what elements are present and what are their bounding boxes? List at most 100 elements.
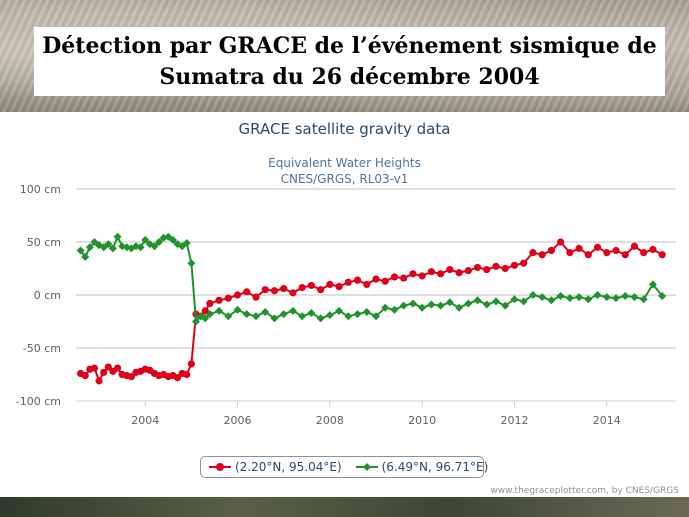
data-point-series-2 bbox=[85, 243, 94, 252]
data-point-series-1 bbox=[81, 371, 89, 380]
data-point-series-2 bbox=[519, 297, 528, 306]
data-point-series-2 bbox=[104, 240, 113, 249]
data-point-series-2 bbox=[252, 312, 260, 321]
data-point-series-2 bbox=[482, 300, 491, 309]
data-point-series-1 bbox=[95, 377, 103, 385]
chart-legend[interactable]: (2.20°N, 95.04°E) (6.49°N, 96.71°E) bbox=[200, 456, 488, 478]
data-point-series-2 bbox=[648, 280, 657, 289]
x-tick-label: 2008 bbox=[316, 414, 344, 427]
data-point-series-1 bbox=[584, 251, 592, 259]
data-point-series-1 bbox=[400, 274, 408, 282]
data-point-series-1 bbox=[630, 242, 639, 250]
data-point-series-1 bbox=[520, 259, 528, 267]
data-point-series-2 bbox=[528, 291, 537, 299]
slide-title-box: Détection par GRACE de l’événement sismi… bbox=[34, 27, 665, 96]
data-point-series-1 bbox=[173, 374, 182, 382]
data-point-series-1 bbox=[557, 238, 565, 246]
data-point-series-1 bbox=[390, 273, 399, 281]
data-point-series-1 bbox=[446, 265, 454, 274]
data-point-series-1 bbox=[547, 246, 555, 255]
data-point-series-2 bbox=[270, 314, 279, 323]
data-point-series-2 bbox=[556, 292, 565, 301]
data-point-series-1 bbox=[298, 283, 306, 292]
chart-credits-link[interactable]: www.thegraceplotter.com, by CNES/GRGS bbox=[490, 486, 679, 496]
legend-diamond-marker-icon bbox=[355, 463, 378, 471]
data-point-series-1 bbox=[317, 286, 325, 294]
data-point-series-1 bbox=[492, 262, 500, 270]
data-point-series-1 bbox=[100, 368, 108, 376]
data-point-series-2 bbox=[136, 243, 145, 252]
data-point-series-2 bbox=[201, 314, 210, 323]
data-point-series-2 bbox=[408, 299, 417, 308]
data-point-series-1 bbox=[529, 249, 537, 257]
data-point-series-2 bbox=[390, 305, 399, 314]
legend-item-series-2[interactable]: (6.49°N, 96.71°E) bbox=[355, 460, 488, 474]
data-point-series-2 bbox=[344, 312, 353, 321]
data-point-series-2 bbox=[584, 295, 593, 304]
data-point-series-1 bbox=[243, 288, 251, 296]
data-point-series-2 bbox=[565, 294, 574, 303]
data-point-series-2 bbox=[445, 298, 454, 307]
data-point-series-1 bbox=[575, 244, 583, 252]
data-point-series-2 bbox=[192, 317, 200, 326]
data-point-series-2 bbox=[372, 312, 380, 321]
legend-label-series-1: (2.20°N, 95.04°E) bbox=[235, 460, 342, 474]
data-point-series-2 bbox=[325, 311, 334, 320]
data-point-series-2 bbox=[538, 293, 547, 302]
data-point-series-1 bbox=[289, 289, 297, 297]
data-point-series-1 bbox=[437, 270, 445, 278]
data-point-series-1 bbox=[90, 364, 99, 372]
data-point-series-2 bbox=[436, 301, 445, 310]
data-point-series-2 bbox=[510, 295, 519, 304]
data-point-series-1 bbox=[104, 363, 112, 371]
data-point-series-1 bbox=[640, 249, 648, 257]
y-tick-label: 100 cm bbox=[20, 183, 61, 196]
data-point-series-2 bbox=[298, 312, 307, 321]
data-point-series-2 bbox=[575, 293, 584, 302]
data-point-series-2 bbox=[612, 294, 620, 303]
data-point-series-1 bbox=[381, 277, 389, 285]
data-point-series-2 bbox=[362, 307, 371, 316]
data-point-series-2 bbox=[168, 235, 177, 244]
data-point-series-2 bbox=[113, 232, 122, 241]
data-point-series-2 bbox=[639, 295, 648, 304]
data-point-series-2 bbox=[155, 238, 164, 246]
data-point-series-2 bbox=[261, 307, 270, 316]
chart-title: GRACE satellite gravity data bbox=[238, 120, 451, 138]
data-point-series-2 bbox=[492, 297, 500, 306]
data-point-series-1 bbox=[372, 275, 380, 283]
data-point-series-1 bbox=[501, 264, 509, 273]
data-point-series-1 bbox=[409, 270, 417, 278]
y-tick-label: -100 cm bbox=[16, 395, 61, 408]
data-point-series-1 bbox=[510, 261, 519, 269]
data-point-series-2 bbox=[602, 293, 611, 302]
data-point-series-2 bbox=[621, 292, 630, 301]
data-point-series-2 bbox=[399, 301, 408, 310]
chart-subtitle-line-2: CNES/GRGS, RL03-v1 bbox=[280, 172, 409, 186]
data-point-series-1 bbox=[335, 282, 343, 291]
data-point-series-2 bbox=[464, 299, 473, 308]
data-point-series-2 bbox=[501, 301, 510, 310]
data-point-series-1 bbox=[206, 299, 214, 308]
data-point-series-1 bbox=[363, 280, 371, 288]
data-point-series-2 bbox=[224, 312, 233, 321]
data-point-series-2 bbox=[81, 252, 90, 261]
x-tick-label: 2014 bbox=[593, 414, 621, 427]
data-point-series-2 bbox=[455, 303, 464, 312]
data-point-series-1 bbox=[113, 364, 122, 372]
x-tick-label: 2010 bbox=[408, 414, 436, 427]
data-point-series-1 bbox=[621, 251, 629, 259]
data-point-series-1 bbox=[455, 269, 463, 277]
data-point-series-1 bbox=[612, 246, 620, 255]
data-point-series-1 bbox=[464, 267, 472, 275]
data-point-series-1 bbox=[224, 294, 232, 302]
data-point-series-2 bbox=[427, 300, 436, 309]
data-point-series-2 bbox=[215, 306, 224, 315]
x-tick-label: 2006 bbox=[224, 414, 252, 427]
y-tick-label: 50 cm bbox=[27, 236, 61, 249]
y-tick-label: 0 cm bbox=[34, 289, 61, 302]
data-point-series-1 bbox=[418, 272, 426, 280]
data-point-series-2 bbox=[242, 310, 251, 319]
legend-item-series-1[interactable]: (2.20°N, 95.04°E) bbox=[209, 460, 342, 474]
